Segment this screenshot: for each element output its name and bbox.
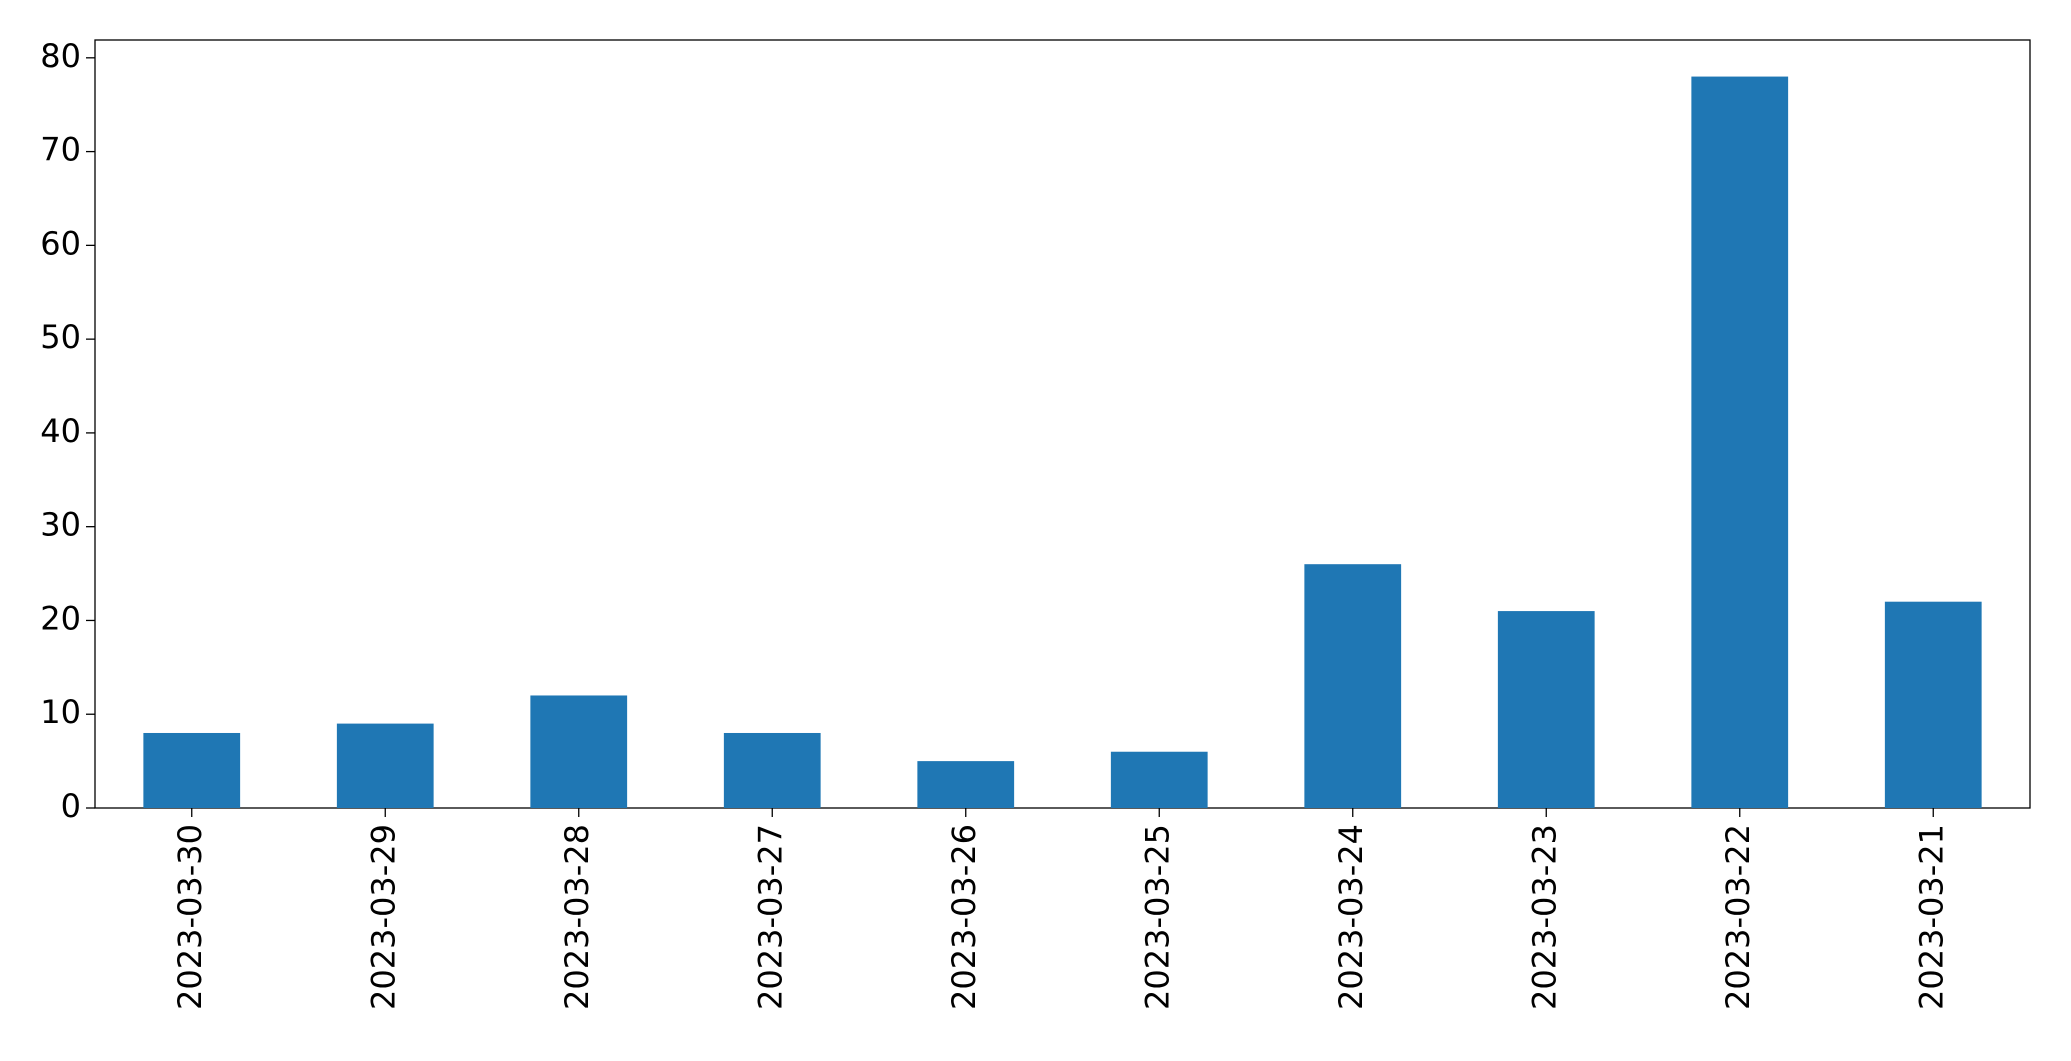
y-tick-label: 0 <box>61 787 81 825</box>
bar <box>1691 76 1789 809</box>
y-tick-label: 80 <box>40 37 81 75</box>
y-tick-label: 20 <box>40 599 81 637</box>
y-tick-label: 50 <box>40 318 81 356</box>
bar <box>917 761 1015 808</box>
x-tick-label: 2023-03-23 <box>1525 824 1563 1010</box>
y-tick-label: 30 <box>40 506 81 544</box>
x-tick-label: 2023-03-24 <box>1332 824 1370 1010</box>
x-tick-label: 2023-03-26 <box>945 824 983 1010</box>
bar <box>723 732 821 808</box>
bar <box>143 732 241 808</box>
y-tick-label: 60 <box>40 224 81 262</box>
x-tick-label: 2023-03-27 <box>751 824 789 1010</box>
y-tick-label: 10 <box>40 693 81 731</box>
bar <box>1304 564 1402 808</box>
x-tick-label: 2023-03-25 <box>1138 824 1176 1010</box>
x-tick-label: 2023-03-28 <box>558 824 596 1010</box>
bar <box>530 695 628 808</box>
x-tick-label: 2023-03-29 <box>364 824 402 1010</box>
x-tick-label: 2023-03-22 <box>1719 824 1757 1010</box>
y-tick-label: 40 <box>40 412 81 450</box>
bar <box>1884 601 1982 808</box>
plot-frame <box>94 39 2031 809</box>
x-tick-label: 2023-03-30 <box>171 824 209 1010</box>
bar <box>336 723 434 808</box>
bar <box>1110 751 1208 808</box>
y-tick-label: 70 <box>40 131 81 169</box>
x-tick-label: 2023-03-21 <box>1912 824 1950 1010</box>
bar <box>1497 611 1595 808</box>
